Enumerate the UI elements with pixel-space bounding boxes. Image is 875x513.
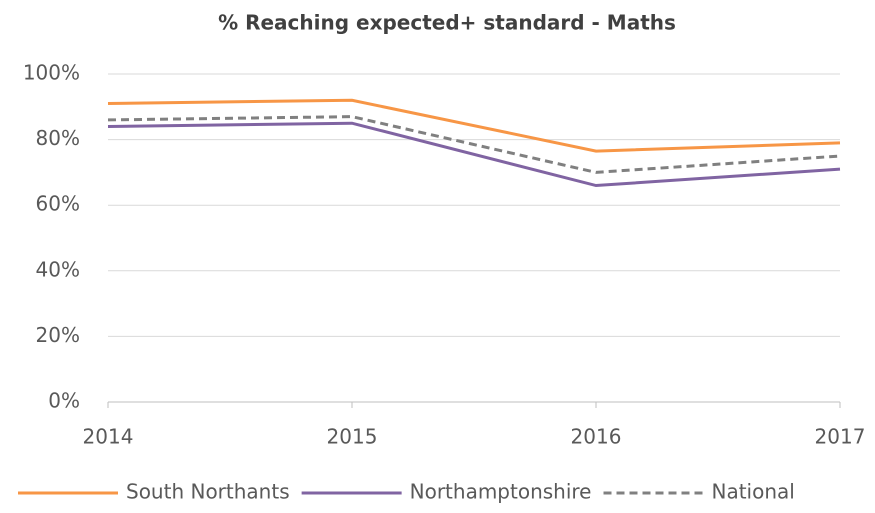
line-series [107,115,841,174]
y-tick-label: 80% [36,126,80,150]
y-tick-label: 40% [36,257,80,281]
x-tick-label: 2016 [571,425,622,449]
y-tick-label: 60% [36,192,80,216]
legend-label: South Northants [126,480,290,504]
line-series [107,121,841,188]
y-tick-label: 100% [23,61,80,85]
y-tick-label: 0% [48,389,80,413]
line-series [107,98,841,153]
y-tick-label: 20% [36,323,80,347]
x-tick-label: 2014 [83,425,134,449]
x-tick-label: 2015 [327,425,378,449]
legend-label: Northamptonshire [410,480,592,504]
x-tick-label: 2017 [815,425,866,449]
legend-label: National [712,480,795,504]
chart-title: % Reaching expected+ standard - Maths [218,11,676,35]
